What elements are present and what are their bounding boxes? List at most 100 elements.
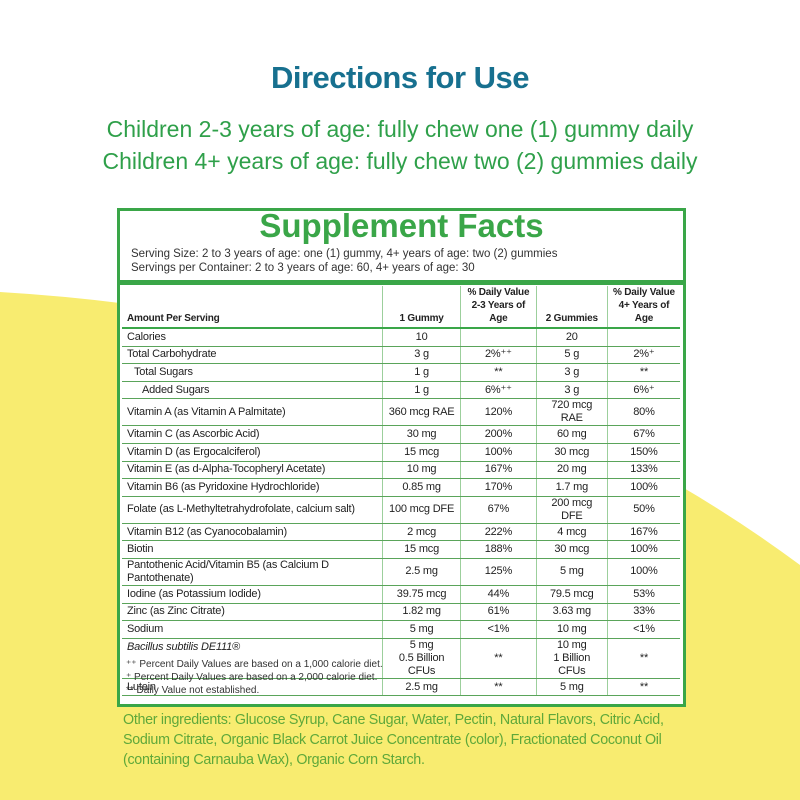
- nutrient-value: 2 mcg: [382, 523, 461, 542]
- text: Folate (as L-Methyltetrahydrofolate, cal…: [127, 503, 355, 516]
- nutrient-value: 1 g: [382, 363, 461, 382]
- text: Total Sugars: [134, 365, 193, 378]
- text: 125%: [484, 565, 513, 578]
- text: 1.82 mg: [402, 605, 441, 618]
- nutrient-value: 360 mcg RAE: [382, 398, 461, 427]
- nutrient-value: **: [606, 678, 680, 697]
- nutrient-name: Added Sugars: [122, 381, 383, 400]
- nutrient-value: 2%⁺: [606, 346, 680, 365]
- nutrient-row: Vitamin B6 (as Pyridoxine Hydrochloride)…: [122, 478, 680, 497]
- text: 100%: [630, 565, 658, 578]
- facts-table: Amount Per Serving 1 Gummy % Daily Value 2-…: [122, 286, 680, 697]
- nutrient-value: 2%⁺⁺: [460, 346, 537, 365]
- nutrient-value: 10 mg 1 Billion CFUs: [535, 638, 608, 679]
- nutrient-value: **: [606, 638, 680, 679]
- nutrient-row: Vitamin D (as Ergocalciferol) 15 mcg 100% 3…: [122, 443, 680, 462]
- nutrient-name: Vitamin E (as d-Alpha-Tocopheryl Acetate…: [122, 461, 383, 480]
- nutrient-value: 100%: [606, 478, 680, 497]
- text: Vitamin E (as d-Alpha-Tocopheryl Acetate…: [127, 463, 326, 476]
- text: Biotin: [127, 543, 154, 556]
- text: 1 g: [414, 383, 429, 396]
- text: 1 Gummy: [399, 313, 444, 324]
- nutrient-row: Vitamin C (as Ascorbic Acid) 30 mg 200% 60 …: [122, 425, 680, 444]
- text: 44%: [487, 587, 510, 600]
- text: 50%: [633, 503, 655, 516]
- text: 6%⁺: [633, 383, 655, 396]
- nutrient-value: 30 mcg: [535, 540, 608, 559]
- text: Vitamin B12 (as Cyanocobalamin): [127, 525, 287, 538]
- text: 60 mg: [556, 428, 587, 441]
- nutrient-name: Vitamin A (as Vitamin A Palmitate): [122, 398, 383, 427]
- text: 53%: [633, 587, 655, 600]
- nutrient-value: **: [460, 638, 537, 679]
- text: 1 g: [414, 365, 429, 378]
- nutrient-value: <1%: [606, 620, 680, 639]
- text: 167%: [630, 525, 658, 538]
- text: 1.7 mg: [555, 480, 589, 493]
- text: 1 Billion CFUs: [553, 651, 591, 677]
- text: Calories: [127, 330, 166, 343]
- text: 5 mg: [409, 638, 434, 651]
- direction-line: Children 4+ years of age: fully chew two…: [102, 148, 698, 174]
- nutrient-row: Zinc (as Zinc Citrate) 1.82 mg 61% 3.63 mg 3…: [122, 603, 680, 622]
- direction-line: Children 2-3 years of age: fully chew on…: [106, 116, 694, 142]
- nutrient-name: Vitamin D (as Ergocalciferol): [122, 443, 383, 462]
- text: 67%: [487, 503, 510, 516]
- text: Pantothenic Acid/Vitamin B5 (as Calcium …: [127, 558, 329, 584]
- column-header: 2 Gummies: [535, 286, 608, 329]
- text: 10 mg: [556, 638, 587, 651]
- nutrient-value: 10 mg: [382, 461, 461, 480]
- text: Vitamin B6 (as Pyridoxine Hydrochloride): [127, 480, 320, 493]
- text: Bacillus subtilis DE111®: [127, 640, 240, 653]
- text: 10 mg: [406, 463, 437, 476]
- nutrient-value: 53%: [606, 585, 680, 604]
- nutrient-name: Total Sugars: [122, 363, 383, 382]
- nutrient-value: 4 mcg: [535, 523, 608, 542]
- text: % Daily Value: [613, 287, 675, 298]
- nutrient-value: 5 mg 0.5 Billion CFUs: [382, 638, 461, 679]
- nutrient-value: 120%: [460, 398, 537, 427]
- text: Iodine (as Potassium Iodide): [127, 587, 261, 600]
- column-header: % Daily Value 4+ Years of Age: [606, 286, 680, 329]
- text: 3 g: [564, 365, 580, 378]
- nutrient-value: 61%: [460, 603, 537, 622]
- text: Added Sugars: [142, 383, 210, 396]
- column-header: % Daily Value 2-3 Years of Age: [460, 286, 537, 329]
- nutrient-value: 44%: [460, 585, 537, 604]
- text: <1%: [633, 622, 655, 635]
- nutrient-value: 3 g: [535, 381, 608, 400]
- nutrient-value: 170%: [460, 478, 537, 497]
- nutrient-value: 10 mg: [535, 620, 608, 639]
- nutrient-row: Vitamin B12 (as Cyanocobalamin) 2 mcg 222%…: [122, 523, 680, 542]
- nutrient-name: Sodium: [122, 620, 383, 639]
- text: 200 mcg DFE: [551, 496, 593, 522]
- divider: [120, 280, 683, 285]
- nutrient-value: 20 mg: [535, 461, 608, 480]
- nutrient-row: Vitamin A (as Vitamin A Palmitate) 360 mc…: [122, 398, 680, 427]
- text: 2-3 Years of Age: [471, 300, 526, 324]
- nutrient-value: 167%: [606, 523, 680, 542]
- nutrient-value: 50%: [606, 496, 680, 524]
- nutrient-name: Zinc (as Zinc Citrate): [122, 603, 383, 622]
- nutrient-value: **: [460, 678, 537, 697]
- text: 3 g: [414, 348, 429, 361]
- column-header: 1 Gummy: [382, 286, 461, 329]
- nutrient-row: Vitamin E (as d-Alpha-Tocopheryl Acetate…: [122, 461, 680, 480]
- text: 10 mg: [556, 622, 587, 635]
- text: **: [494, 680, 503, 693]
- nutrient-row: Total Sugars 1 g ** 3 g **: [122, 363, 680, 382]
- nutrient-row: Total Carbohydrate 3 g 2%⁺⁺ 5 g 2%⁺: [122, 346, 680, 365]
- text: Lutein: [127, 680, 156, 693]
- text: 100%: [484, 445, 513, 458]
- text: Vitamin D (as Ergocalciferol): [127, 445, 261, 458]
- text: 10: [415, 330, 428, 343]
- nutrient-row: Folate (as L-Methyltetrahydrofolate, cal…: [122, 496, 680, 524]
- text: 360 mcg RAE: [388, 405, 455, 418]
- text: 5 mg: [559, 565, 584, 578]
- nutrient-value: 1.7 mg: [535, 478, 608, 497]
- nutrient-value: 150%: [606, 443, 680, 462]
- nutrient-value: 125%: [460, 558, 537, 586]
- text: 79.5 mcg: [549, 587, 594, 600]
- nutrient-value: 5 mg: [382, 620, 461, 639]
